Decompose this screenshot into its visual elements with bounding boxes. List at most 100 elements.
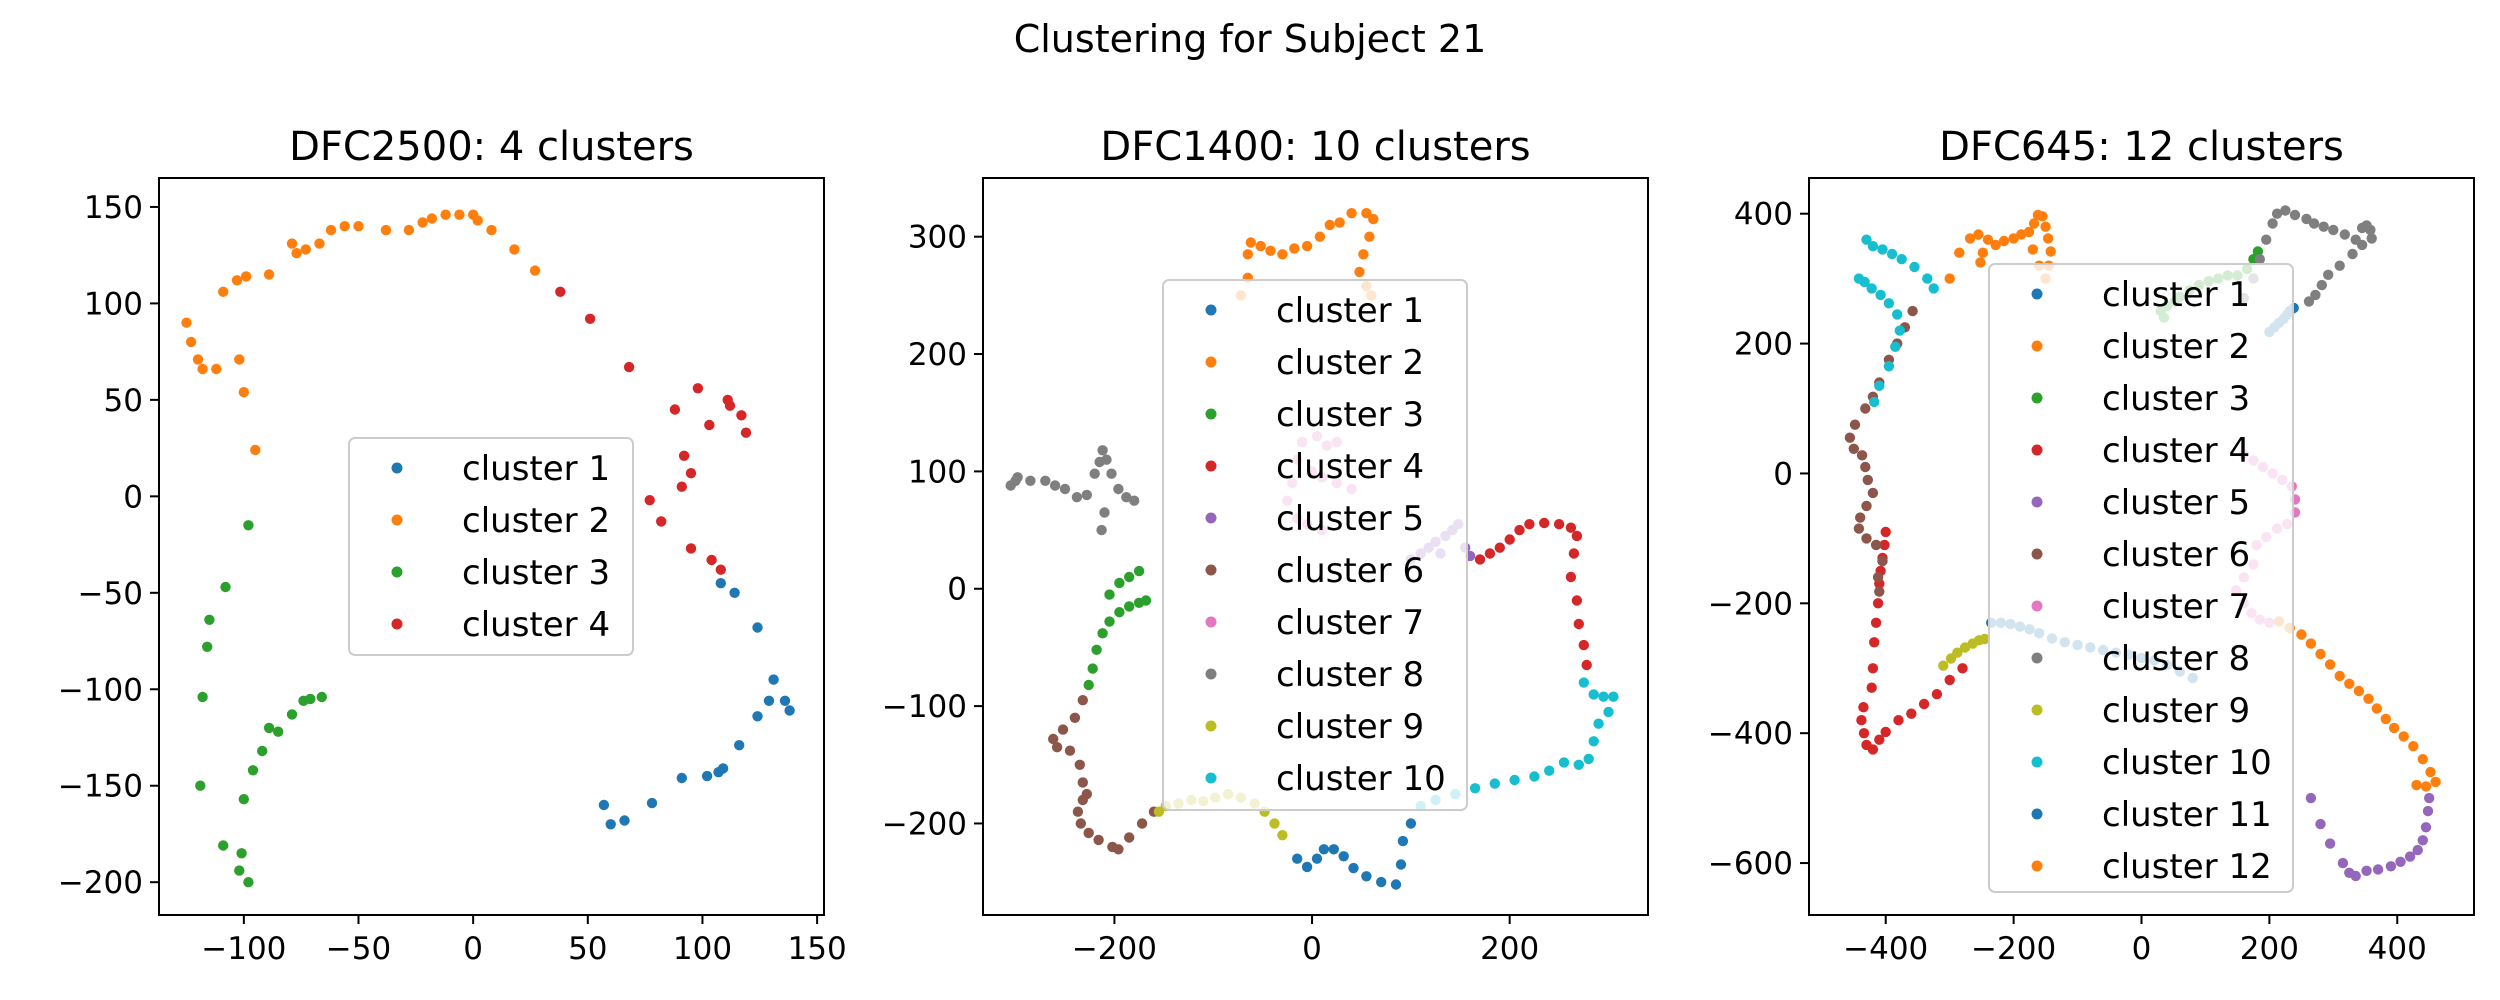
- data-point: [1861, 533, 1872, 544]
- data-point: [2366, 233, 2377, 244]
- data-point: [2324, 838, 2336, 849]
- data-point: [197, 363, 208, 375]
- data-point: [784, 705, 795, 716]
- data-point: [1025, 475, 1036, 486]
- data-point: [2303, 296, 2315, 307]
- legend-marker: [1205, 616, 1217, 628]
- data-point: [2008, 233, 2019, 244]
- data-point: [1603, 706, 1614, 718]
- data-point: [2420, 822, 2432, 833]
- data-point: [1856, 715, 1867, 726]
- data-point: [646, 797, 658, 809]
- data-point: [380, 224, 392, 236]
- x-tick-label: 200: [2240, 931, 2299, 967]
- data-point: [2417, 754, 2428, 765]
- data-point: [1114, 577, 1125, 589]
- legend-marker: [2031, 496, 2043, 508]
- data-point: [1292, 853, 1303, 864]
- data-point: [701, 770, 713, 782]
- data-point: [1588, 736, 1599, 747]
- data-point: [1397, 835, 1409, 847]
- data-point: [240, 271, 252, 282]
- data-point: [1883, 298, 1895, 309]
- data-point: [2328, 224, 2339, 236]
- data-point: [2347, 248, 2358, 260]
- y-tick-label: −200: [1708, 586, 1793, 622]
- data-point: [1544, 765, 1555, 776]
- data-point: [1097, 628, 1108, 639]
- data-point: [1069, 712, 1081, 723]
- data-point: [1578, 639, 1590, 651]
- legend-marker: [2031, 600, 2043, 612]
- series-cluster-10: [1853, 234, 1939, 408]
- data-point: [740, 427, 752, 438]
- x-tick-label: 100: [673, 931, 732, 967]
- x-tick-label: −400: [1843, 931, 1928, 967]
- data-point: [1348, 862, 1359, 874]
- x-tick-label: 0: [463, 931, 483, 967]
- data-point: [1010, 475, 1021, 486]
- data-point: [243, 520, 254, 531]
- legend-label: cluster 2: [2102, 327, 2250, 367]
- data-point: [2425, 766, 2436, 778]
- data-point: [1104, 616, 1115, 627]
- data-point: [734, 740, 745, 751]
- legend-label: cluster 8: [1276, 655, 1424, 695]
- data-point: [724, 400, 736, 411]
- data-point: [1361, 208, 1372, 219]
- data-point: [1565, 571, 1577, 583]
- data-point: [2344, 678, 2355, 689]
- data-point: [1539, 517, 1550, 529]
- data-point: [2318, 221, 2329, 232]
- data-point: [1938, 660, 1949, 671]
- data-point: [1860, 403, 1871, 414]
- x-tick-label: 0: [2132, 931, 2152, 967]
- data-point: [1977, 247, 1989, 258]
- data-point: [1334, 217, 1345, 228]
- data-point: [1277, 249, 1288, 260]
- data-point: [1106, 468, 1117, 479]
- data-point: [752, 622, 763, 633]
- legend-marker: [1205, 668, 1217, 680]
- data-point: [1859, 276, 1870, 288]
- data-point: [2334, 260, 2345, 271]
- data-point: [2027, 244, 2039, 255]
- data-point: [2371, 703, 2382, 714]
- data-point: [1573, 618, 1585, 630]
- data-point: [1099, 507, 1110, 518]
- legend-marker: [1205, 772, 1217, 784]
- data-point: [197, 691, 208, 703]
- data-point: [1896, 254, 1907, 265]
- data-point: [1957, 663, 1968, 674]
- data-point: [2271, 208, 2283, 219]
- data-point: [1893, 715, 1904, 726]
- data-point: [1484, 548, 1496, 559]
- data-point: [1358, 249, 1369, 260]
- legend-label: cluster 1: [1276, 291, 1424, 331]
- data-point: [2316, 279, 2327, 291]
- data-point: [1879, 539, 1890, 551]
- data-point: [257, 745, 268, 757]
- data-point: [1395, 859, 1407, 870]
- data-point: [2028, 218, 2040, 229]
- data-point: [2261, 234, 2272, 245]
- data-point: [1588, 689, 1599, 700]
- data-point: [2417, 835, 2428, 846]
- legend-label: cluster 9: [1276, 707, 1424, 747]
- data-point: [220, 581, 231, 593]
- data-point: [1979, 633, 1991, 645]
- data-point: [1338, 851, 1349, 862]
- data-point: [1093, 834, 1104, 846]
- data-point: [1877, 244, 1888, 255]
- series-cluster-1: [598, 578, 795, 830]
- data-point: [623, 361, 635, 373]
- data-point: [243, 877, 254, 888]
- data-point: [2339, 229, 2350, 240]
- data-point: [325, 224, 337, 236]
- y-tick-label: 50: [104, 383, 143, 419]
- x-tick-label: 400: [2368, 931, 2427, 967]
- data-point: [1593, 718, 1604, 729]
- data-point: [1074, 759, 1086, 770]
- data-point: [1081, 788, 1093, 800]
